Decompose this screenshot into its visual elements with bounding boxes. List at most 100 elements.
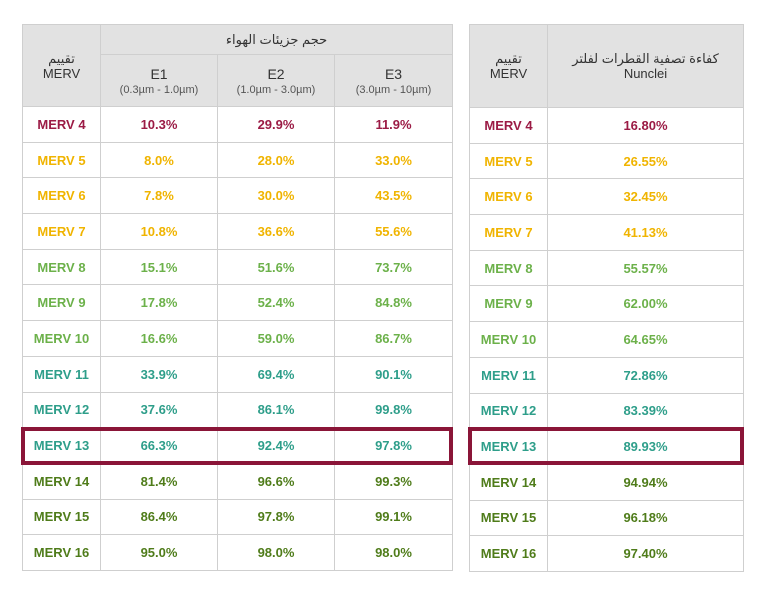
merv-rating-cell: MERV 14 bbox=[469, 463, 548, 501]
table-row: MERV 15 96.18% bbox=[469, 499, 744, 537]
merv-rating-cell: MERV 12 bbox=[469, 392, 548, 430]
merv-rating-header-text: تقييم MERV bbox=[42, 50, 81, 81]
droplet-efficiency-header-text: كفاءة تصفية القطرات لفلتر Nunclei bbox=[572, 51, 719, 81]
merv-rating-cell: MERV 4 bbox=[469, 107, 548, 144]
e3-value-cell: 43.5% bbox=[333, 177, 454, 215]
table-row: MERV 6 32.45% bbox=[469, 178, 744, 216]
merv-rating-cell: MERV 5 bbox=[22, 141, 101, 179]
table-row: MERV 7 41.13% bbox=[469, 214, 744, 251]
droplet-efficiency-cell: 26.55% bbox=[547, 142, 744, 180]
merv-rating-cell: MERV 13 bbox=[22, 427, 101, 464]
merv-rating-cell: MERV 6 bbox=[469, 178, 548, 216]
table-row: MERV 4 10.3% 29.9% 11.9% bbox=[22, 106, 454, 143]
table-row: MERV 15 86.4% 97.8% 99.1% bbox=[22, 498, 454, 536]
e3-name: E3 bbox=[384, 65, 403, 82]
e1-value-cell: 17.8% bbox=[100, 284, 218, 322]
merv-rating-cell: MERV 15 bbox=[22, 498, 101, 536]
merv-rating-cell: MERV 10 bbox=[22, 320, 101, 357]
droplet-efficiency-cell: 89.93% bbox=[547, 428, 744, 465]
merv-rating-cell: MERV 6 bbox=[22, 177, 101, 215]
merv-rating-cell: MERV 15 bbox=[469, 499, 548, 537]
table-row: MERV 10 64.65% bbox=[469, 321, 744, 358]
merv-rating-header: تقييم MERV bbox=[22, 24, 101, 107]
merv-rating-cell: MERV 8 bbox=[469, 249, 548, 287]
merv-rating-cell: MERV 13 bbox=[469, 428, 548, 465]
table-row: MERV 5 26.55% bbox=[469, 142, 744, 180]
e3-value-cell: 99.1% bbox=[333, 498, 454, 536]
e2-value-cell: 69.4% bbox=[217, 355, 335, 393]
e3-value-cell: 90.1% bbox=[333, 355, 454, 393]
e3-value-cell: 86.7% bbox=[333, 320, 454, 357]
e3-value-cell: 55.6% bbox=[333, 213, 454, 250]
e1-value-cell: 86.4% bbox=[100, 498, 218, 536]
droplet-efficiency-cell: 62.00% bbox=[547, 285, 744, 323]
e2-range: (1.0µm - 3.0µm) bbox=[236, 83, 316, 96]
e2-value-cell: 96.6% bbox=[217, 462, 335, 500]
table-row: MERV 6 7.8% 30.0% 43.5% bbox=[22, 177, 454, 215]
e2-value-cell: 29.9% bbox=[217, 106, 335, 143]
e2-value-cell: 36.6% bbox=[217, 213, 335, 250]
droplet-efficiency-cell: 72.86% bbox=[547, 356, 744, 394]
merv-rating-cell: MERV 12 bbox=[22, 391, 101, 429]
merv-rating-cell: MERV 7 bbox=[469, 214, 548, 251]
e1-name: E1 bbox=[150, 65, 168, 82]
particle-size-efficiency-table: تقييم MERV حجم جزيئات الهواء E1 (0.3µm -… bbox=[22, 24, 454, 571]
table-row: MERV 14 81.4% 96.6% 99.3% bbox=[22, 462, 454, 500]
table-row: MERV 9 17.8% 52.4% 84.8% bbox=[22, 284, 454, 322]
merv-rating-cell: MERV 9 bbox=[469, 285, 548, 323]
e2-value-cell: 51.6% bbox=[217, 248, 335, 286]
table-row: MERV 13 66.3% 92.4% 97.8% bbox=[22, 427, 454, 464]
e2-column-header: E2 (1.0µm - 3.0µm) bbox=[217, 54, 335, 107]
e3-value-cell: 11.9% bbox=[333, 106, 454, 143]
e2-name: E2 bbox=[267, 65, 285, 82]
e2-value-cell: 52.4% bbox=[217, 284, 335, 322]
droplet-efficiency-cell: 55.57% bbox=[547, 249, 744, 287]
droplet-efficiency-cell: 41.13% bbox=[547, 214, 744, 251]
table-row: MERV 11 33.9% 69.4% 90.1% bbox=[22, 355, 454, 393]
table-row: MERV 16 95.0% 98.0% 98.0% bbox=[22, 534, 454, 571]
droplet-efficiency-cell: 96.18% bbox=[547, 499, 744, 537]
merv-rating-cell: MERV 16 bbox=[469, 535, 548, 572]
table-row: MERV 11 72.86% bbox=[469, 356, 744, 394]
e1-range: (0.3µm - 1.0µm) bbox=[119, 83, 199, 96]
e1-value-cell: 66.3% bbox=[100, 427, 218, 464]
e3-value-cell: 33.0% bbox=[333, 141, 454, 179]
particle-size-group-header: حجم جزيئات الهواء bbox=[99, 24, 454, 55]
e1-value-cell: 15.1% bbox=[100, 248, 218, 286]
droplet-efficiency-cell: 16.80% bbox=[547, 107, 744, 144]
e3-range: (3.0µm - 10µm) bbox=[355, 83, 432, 96]
e3-value-cell: 99.3% bbox=[333, 462, 454, 500]
e1-value-cell: 7.8% bbox=[100, 177, 218, 215]
e1-value-cell: 10.8% bbox=[100, 213, 218, 250]
table-row: MERV 10 16.6% 59.0% 86.7% bbox=[22, 320, 454, 357]
e2-value-cell: 30.0% bbox=[217, 177, 335, 215]
merv-rating-cell: MERV 9 bbox=[22, 284, 101, 322]
merv-rating-cell: MERV 8 bbox=[22, 248, 101, 286]
e2-value-cell: 92.4% bbox=[217, 427, 335, 464]
merv-rating-cell: MERV 10 bbox=[469, 321, 548, 358]
right-merv-rating-header-text: تقييم MERV bbox=[489, 51, 528, 81]
table-row: MERV 4 16.80% bbox=[469, 107, 744, 144]
e3-value-cell: 98.0% bbox=[333, 534, 454, 571]
e1-value-cell: 10.3% bbox=[100, 106, 218, 143]
droplet-efficiency-cell: 64.65% bbox=[547, 321, 744, 358]
table-row: MERV 12 83.39% bbox=[469, 392, 744, 430]
e3-column-header: E3 (3.0µm - 10µm) bbox=[333, 54, 454, 107]
e1-value-cell: 37.6% bbox=[100, 391, 218, 429]
e2-value-cell: 28.0% bbox=[217, 141, 335, 179]
e3-value-cell: 97.8% bbox=[333, 427, 454, 464]
table-row: MERV 14 94.94% bbox=[469, 463, 744, 501]
e3-value-cell: 73.7% bbox=[333, 248, 454, 286]
droplet-efficiency-cell: 83.39% bbox=[547, 392, 744, 430]
droplet-efficiency-header: كفاءة تصفية القطرات لفلتر Nunclei bbox=[547, 24, 744, 108]
e2-value-cell: 97.8% bbox=[217, 498, 335, 536]
table-row: MERV 7 10.8% 36.6% 55.6% bbox=[22, 213, 454, 250]
e2-value-cell: 98.0% bbox=[217, 534, 335, 571]
e1-value-cell: 81.4% bbox=[100, 462, 218, 500]
merv-rating-cell: MERV 16 bbox=[22, 534, 101, 571]
merv-rating-cell: MERV 4 bbox=[22, 106, 101, 143]
droplet-efficiency-cell: 94.94% bbox=[547, 463, 744, 501]
e3-value-cell: 99.8% bbox=[333, 391, 454, 429]
table-row: MERV 16 97.40% bbox=[469, 535, 744, 572]
e2-value-cell: 59.0% bbox=[217, 320, 335, 357]
